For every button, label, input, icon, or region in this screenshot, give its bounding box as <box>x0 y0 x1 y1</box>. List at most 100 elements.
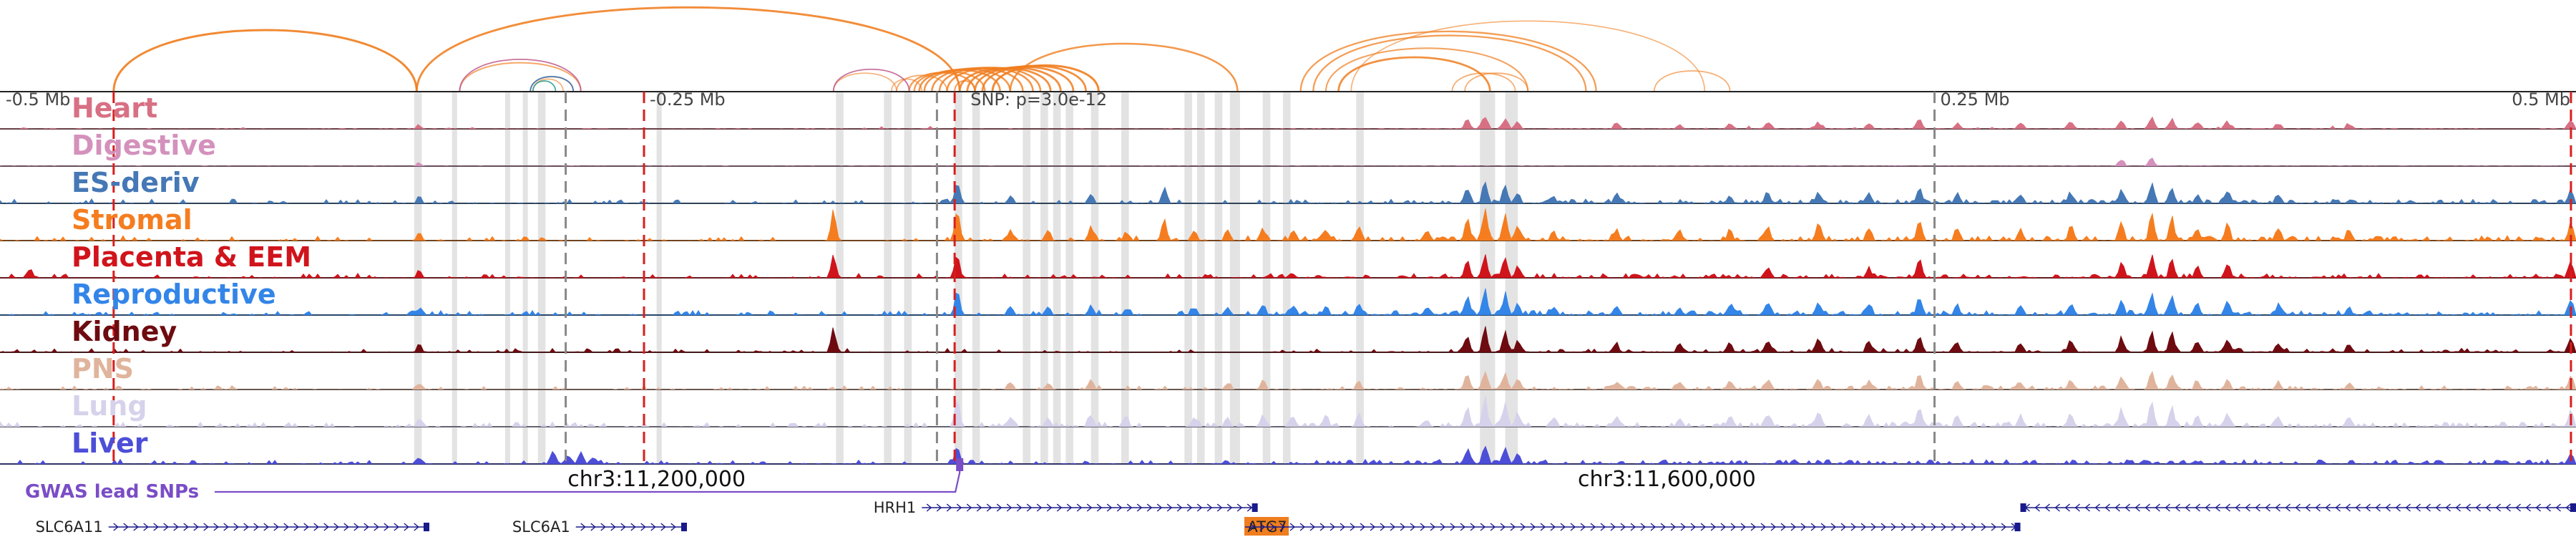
gene-strand-arrow <box>1700 523 1707 531</box>
gene-strand-arrow <box>123 523 129 531</box>
track-label: ES-deriv <box>72 167 200 198</box>
signal-liver <box>0 445 2576 465</box>
gene-strand-arrow <box>2084 503 2090 512</box>
gene-strand-arrow <box>1600 523 1606 531</box>
gene-strand-arrow <box>1860 523 1867 531</box>
gene-strand-arrow <box>1226 503 1233 512</box>
gene-strand-arrow <box>253 523 259 531</box>
gene-strand-arrow <box>1640 523 1646 531</box>
gene-strand-arrow <box>660 523 666 531</box>
gene-strand-arrow <box>1520 523 1526 531</box>
gene-strand-arrow <box>600 523 606 531</box>
gene-strand-arrow <box>1951 523 1957 531</box>
gene-strand-arrow <box>1460 523 1466 531</box>
gene-strand-arrow <box>1830 523 1837 531</box>
gene-strand-arrow <box>1269 523 1276 531</box>
gene-strand-arrow <box>1570 523 1576 531</box>
gene-strand-arrow <box>193 523 199 531</box>
track-label: Liver <box>72 427 148 459</box>
gene-strand-arrow <box>1156 503 1163 512</box>
gene-strand-arrow <box>1971 523 1977 531</box>
gene-strand-arrow <box>1116 503 1123 512</box>
gene-strand-arrow <box>2255 503 2260 512</box>
gene-strand-arrow <box>2195 503 2200 512</box>
gene-strand-arrow <box>2555 503 2561 512</box>
gene-label: SLC6A1 <box>512 518 570 536</box>
gwas-label: GWAS lead SNPs <box>25 481 199 503</box>
gene-strand-arrow <box>1340 523 1346 531</box>
track-label: Reproductive <box>72 279 276 310</box>
gene-strand-arrow <box>996 503 1002 512</box>
gene-strand-arrow <box>1590 523 1596 531</box>
loop-arc <box>1653 70 1731 92</box>
gene-strand-arrow <box>1680 523 1687 531</box>
gene-strand-arrow <box>1006 503 1013 512</box>
loop-arc <box>1324 47 1529 92</box>
gene-strand-arrow <box>2175 503 2180 512</box>
gene-strand-arrow <box>283 523 289 531</box>
gene-strand-arrow <box>1630 523 1636 531</box>
loop-arc <box>1299 30 1597 92</box>
gene-strand-arrow <box>2485 503 2491 512</box>
gene-strand-arrow <box>1350 523 1356 531</box>
gene-strand-arrow <box>2335 503 2341 512</box>
gene-strand-arrow <box>936 503 942 512</box>
signal-tracks <box>0 91 2576 465</box>
gene-strand-arrow <box>1470 523 1476 531</box>
gene-strand-arrow <box>1981 523 1987 531</box>
gene-strand-arrow <box>2155 503 2160 512</box>
gene-strand-arrow <box>2535 503 2541 512</box>
gene-strand-arrow <box>2295 503 2301 512</box>
gene-label: SLC6A11 <box>36 518 103 536</box>
loop-arc <box>896 74 948 92</box>
gene-strand-arrow <box>1931 523 1937 531</box>
gene-strand-arrow <box>1550 523 1556 531</box>
gene-strand-arrow <box>2064 503 2070 512</box>
track-label: Kidney <box>72 316 177 347</box>
gene-strand-arrow <box>2525 503 2531 512</box>
gene-strand-arrow <box>2495 503 2501 512</box>
gene-strand-arrow <box>1450 523 1456 531</box>
gene-strand-arrow <box>113 523 119 531</box>
gene-strand-arrow <box>2094 503 2100 512</box>
gene-strand-arrow <box>1941 523 1947 531</box>
signal-placenta-eem <box>0 254 2576 279</box>
gene-strand-arrow <box>233 523 239 531</box>
gene-strand-arrow <box>1530 523 1536 531</box>
gene-strand-arrow <box>590 523 596 531</box>
gene-strand-arrow <box>2265 503 2270 512</box>
gene-strand-arrow <box>1800 523 1807 531</box>
gene-strand-arrow <box>1510 523 1516 531</box>
gene-strand-arrow <box>580 523 586 531</box>
gene-strand-arrow <box>620 523 626 531</box>
gene-strand-arrow <box>1400 523 1406 531</box>
gene-strand-arrow <box>1390 523 1396 531</box>
gene-strand-arrow <box>1961 523 1967 531</box>
loop-arc <box>1451 72 1516 92</box>
gene-strand-arrow <box>610 523 616 531</box>
gene-strand-arrow <box>1166 503 1173 512</box>
gene-strand-arrow <box>2345 503 2351 512</box>
gene-strand-arrow <box>2235 503 2240 512</box>
gene-strand-arrow <box>2505 503 2511 512</box>
gwas-snp-marker <box>956 458 964 471</box>
gene-strand-arrow <box>1370 523 1376 531</box>
loop-arc <box>1009 42 1239 92</box>
gene-strand-arrow <box>2215 503 2220 512</box>
gene-strand-arrow <box>1380 523 1386 531</box>
gene-label: HRH1 <box>874 499 917 516</box>
gene-strand-arrow <box>1146 503 1153 512</box>
loop-arc <box>991 64 1100 92</box>
gene-strand-arrow <box>2001 523 2007 531</box>
signal-heart <box>0 116 2576 130</box>
axis-tick-label: 0.25 Mb <box>1941 90 2010 110</box>
gene-exon <box>1252 503 1258 512</box>
gene-strand-arrow <box>1911 523 1917 531</box>
gene-strand-arrow <box>2285 503 2290 512</box>
gene-strand-arrow <box>203 523 209 531</box>
gene-strand-arrow <box>1106 503 1113 512</box>
gene-strand-arrow <box>2124 503 2130 512</box>
gene-strand-arrow <box>1780 523 1787 531</box>
gene-strand-arrow <box>1690 523 1697 531</box>
